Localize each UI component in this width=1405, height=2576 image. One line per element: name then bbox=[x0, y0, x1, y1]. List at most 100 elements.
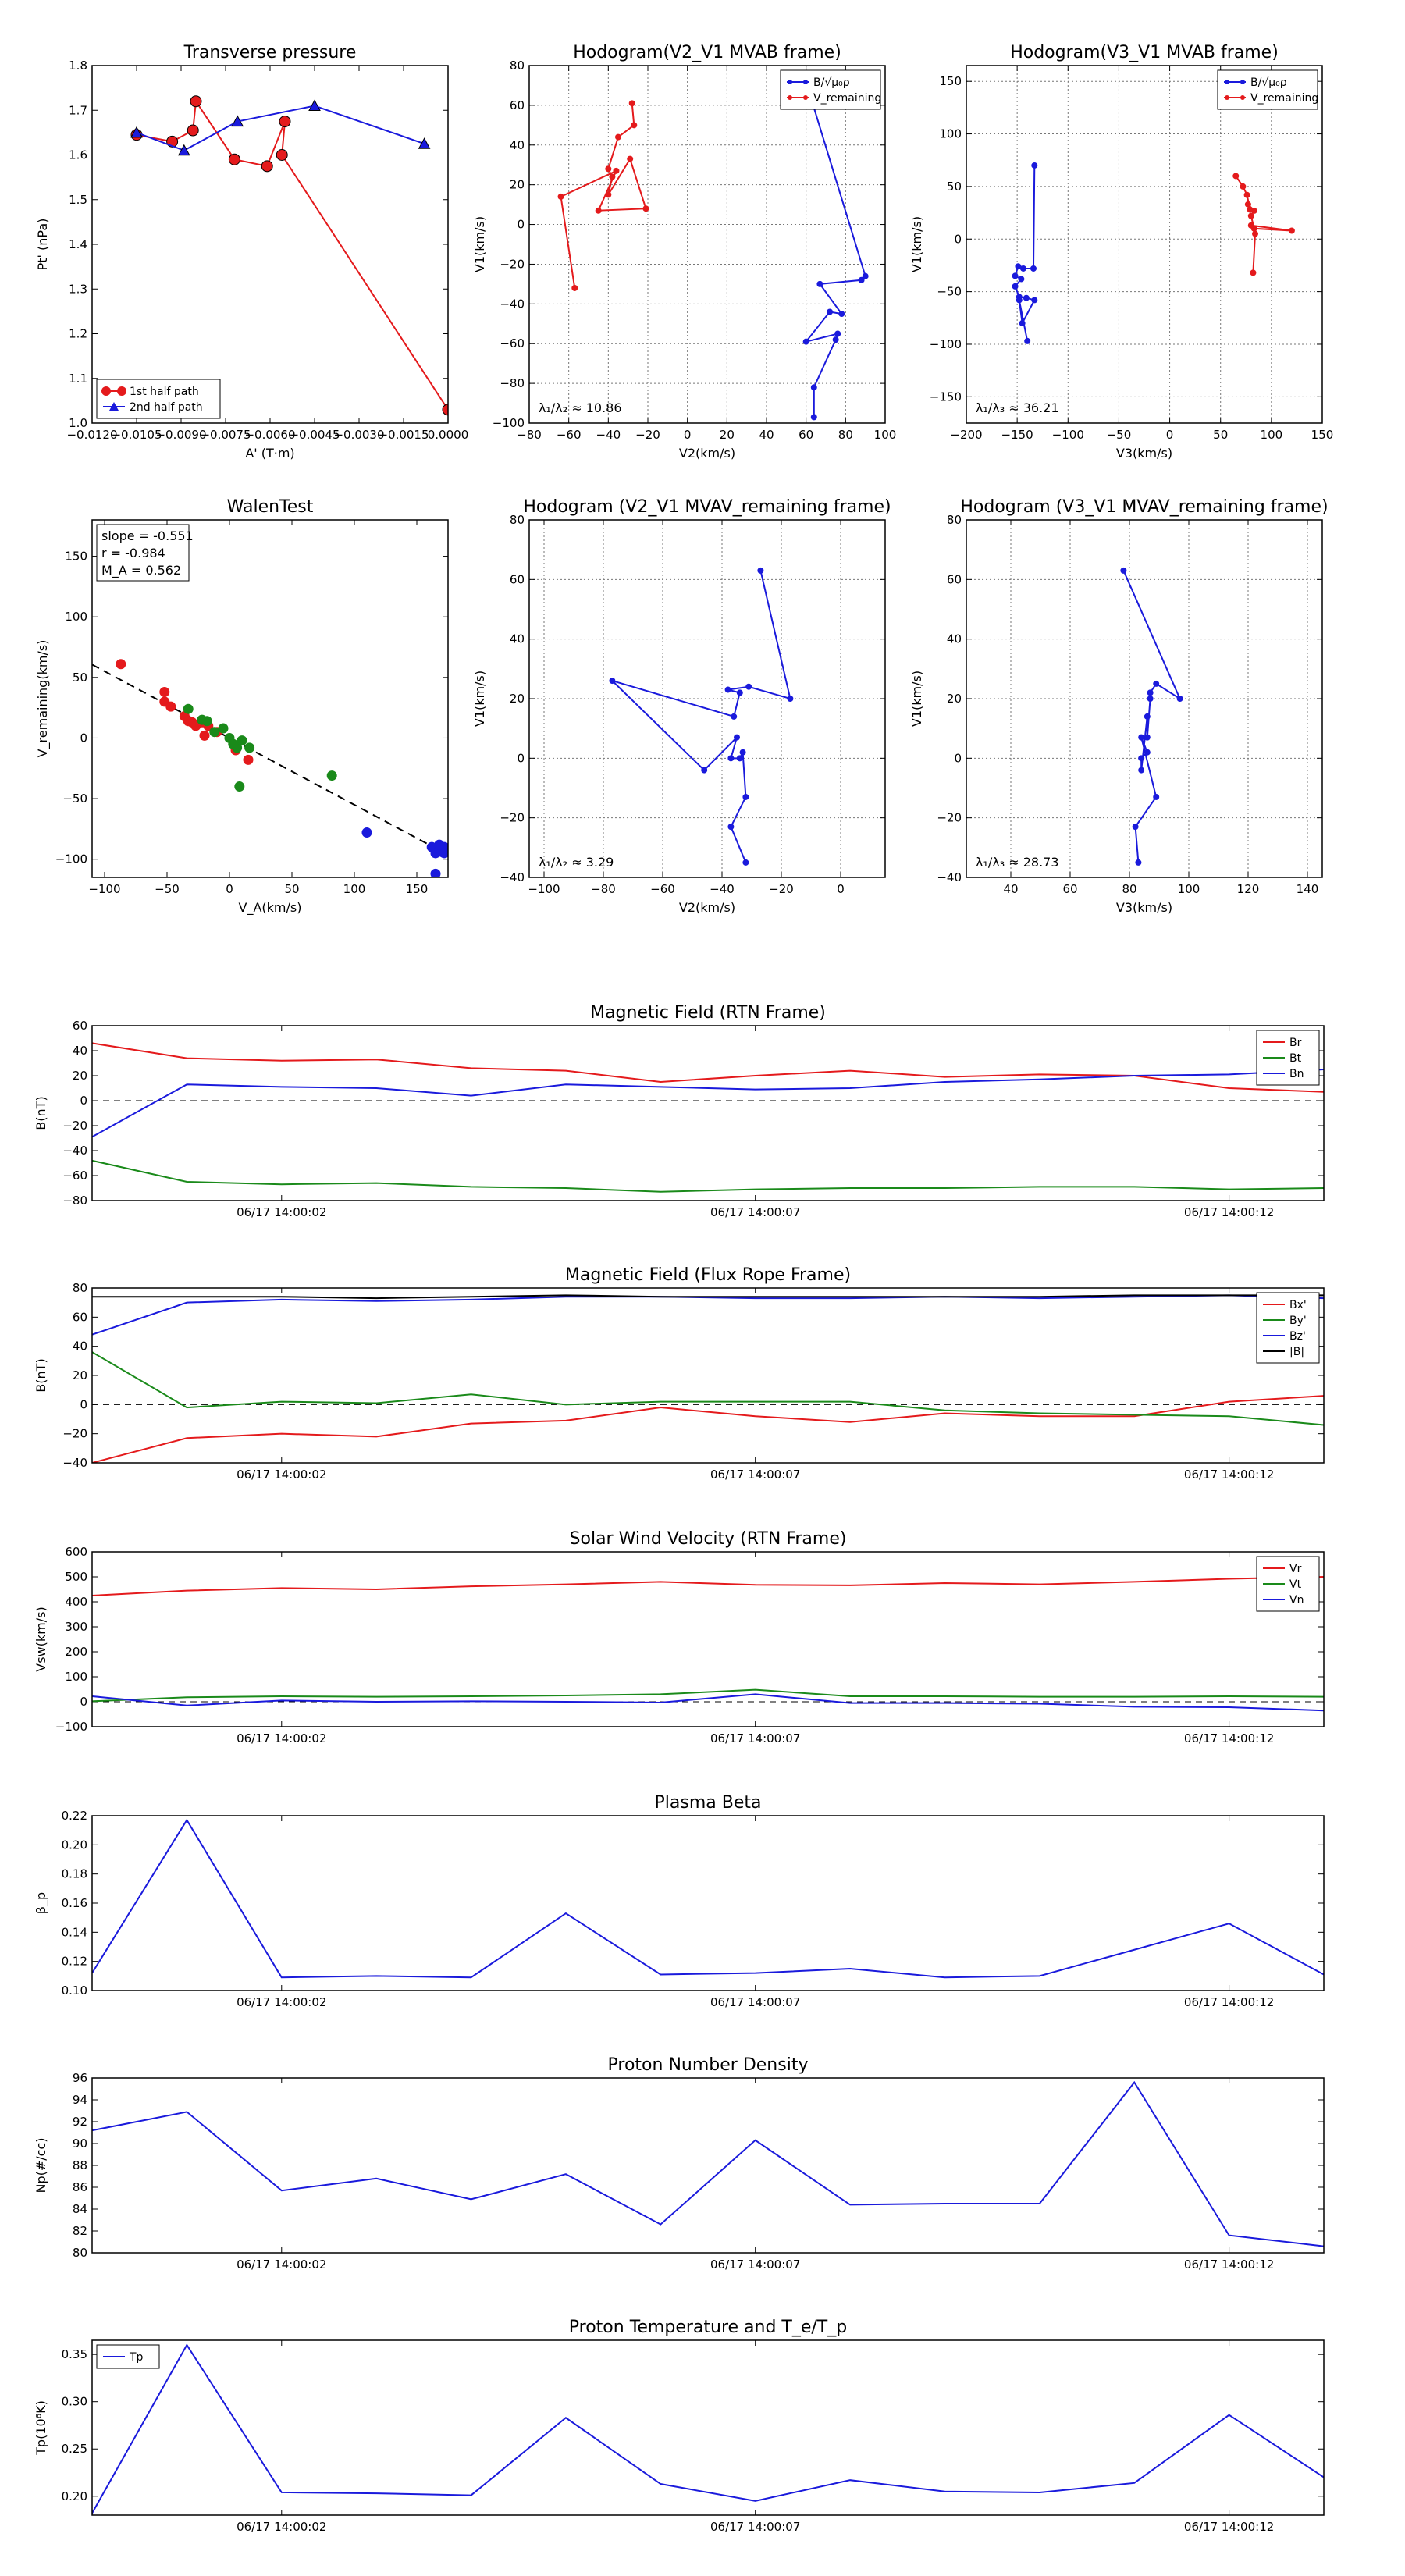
plot-frame bbox=[966, 519, 1323, 878]
data-point bbox=[609, 678, 616, 685]
y-axis-label: Vsw(km/s) bbox=[34, 1606, 48, 1671]
x-tick-label: −40 bbox=[710, 882, 735, 896]
data-point bbox=[243, 754, 254, 765]
series-line-By' bbox=[92, 1351, 1324, 1426]
legend-box bbox=[96, 379, 221, 419]
plot-area bbox=[92, 1818, 1324, 1979]
data-point bbox=[1147, 696, 1154, 702]
data-point bbox=[159, 686, 170, 697]
data-point bbox=[231, 115, 244, 127]
y-tick-label: 0 bbox=[954, 751, 962, 765]
data-point bbox=[731, 713, 738, 720]
legend-label: Bz' bbox=[1289, 1330, 1306, 1343]
series-line-B/√μ₀ρ bbox=[804, 101, 866, 418]
y-tick-label: 100 bbox=[939, 127, 962, 141]
chart-title: Hodogram(V3_V1 MVAB frame) bbox=[1010, 43, 1279, 62]
series-line-Vn bbox=[92, 1693, 1324, 1712]
data-point bbox=[757, 567, 764, 574]
chart-title: Proton Temperature and T_e/T_p bbox=[569, 2318, 847, 2337]
data-point bbox=[1019, 265, 1026, 272]
y-tick-label: 1.0 bbox=[69, 416, 87, 430]
series-line-Br bbox=[92, 1042, 1324, 1093]
legend-label: B/√μ₀ρ bbox=[1250, 76, 1287, 89]
x-tick-label: −0.0060 bbox=[244, 428, 295, 442]
data-point bbox=[787, 696, 794, 702]
stats-text: M_A = 0.562 bbox=[101, 563, 181, 578]
y-tick-label: −80 bbox=[62, 1194, 87, 1208]
legend: 1st half path 2nd half path bbox=[96, 379, 221, 419]
legend-label: Bt bbox=[1289, 1052, 1302, 1065]
y-tick-label: 0 bbox=[80, 1695, 87, 1709]
data-point bbox=[605, 165, 612, 173]
legend-marker bbox=[1240, 95, 1245, 100]
data-point bbox=[1153, 680, 1160, 687]
y-tick-label: 94 bbox=[73, 2093, 87, 2107]
data-point bbox=[838, 311, 845, 318]
x-tick-label: 06/17 14:00:02 bbox=[237, 1995, 326, 2009]
series-line-B bbox=[611, 570, 791, 863]
y-tick-label: 1.4 bbox=[69, 237, 87, 251]
y-tick-label: 50 bbox=[73, 671, 87, 685]
y-tick-label: 400 bbox=[65, 1595, 87, 1609]
y-axis-label: V1(km/s) bbox=[909, 671, 924, 727]
y-tick-label: 0.14 bbox=[62, 1925, 87, 1939]
plot-area bbox=[92, 659, 448, 877]
y-tick-label: 80 bbox=[510, 513, 525, 527]
y-tick-label: −40 bbox=[500, 297, 525, 311]
data-point bbox=[1018, 276, 1025, 283]
legend-marker bbox=[1225, 80, 1229, 84]
data-point bbox=[165, 701, 176, 712]
series-line-Bn bbox=[92, 1069, 1324, 1138]
data-point bbox=[244, 742, 255, 753]
x-tick-label: 06/17 14:00:12 bbox=[1184, 1205, 1274, 1219]
x-tick-label: 100 bbox=[343, 882, 366, 896]
y-tick-label: 0.25 bbox=[62, 2442, 87, 2456]
x-tick-label: −80 bbox=[517, 428, 542, 442]
x-axis-label: V2(km/s) bbox=[679, 900, 735, 915]
legend-label: Vr bbox=[1289, 1563, 1302, 1575]
y-tick-label: −40 bbox=[500, 870, 525, 884]
y-axis-label: B(nT) bbox=[34, 1358, 48, 1392]
y-tick-label: 1.8 bbox=[69, 59, 87, 73]
y-tick-label: 1.2 bbox=[69, 327, 87, 341]
y-tick-label: 1.1 bbox=[69, 372, 87, 386]
series-line-Bz' bbox=[92, 1294, 1324, 1336]
y-tick-label: 60 bbox=[510, 98, 525, 112]
data-point bbox=[1031, 297, 1038, 304]
legend-label: |B| bbox=[1289, 1346, 1304, 1358]
data-point bbox=[1252, 230, 1259, 237]
plot-frame bbox=[91, 1287, 1325, 1464]
y-tick-label: −40 bbox=[62, 1144, 87, 1158]
y-tick-label: −20 bbox=[500, 811, 525, 825]
x-axis-label: V3(km/s) bbox=[1116, 446, 1172, 461]
chart-hodo4: Hodogram (V3_V1 MVAV_remaining frame) 40 6… bbox=[909, 497, 1329, 915]
chart-title: Transverse pressure bbox=[183, 43, 357, 62]
data-point bbox=[199, 730, 210, 741]
y-tick-label: 84 bbox=[73, 2202, 87, 2216]
y-tick-label: 80 bbox=[510, 59, 525, 73]
data-point bbox=[628, 100, 635, 107]
chart-title: WalenTest bbox=[227, 497, 314, 517]
x-tick-label: 50 bbox=[284, 882, 299, 896]
x-tick-label: −0.0030 bbox=[333, 428, 384, 442]
data-point bbox=[701, 767, 708, 774]
x-tick-label: −20 bbox=[635, 428, 660, 442]
x-axis-label: A' (T·m) bbox=[245, 446, 294, 461]
y-tick-label: 40 bbox=[947, 632, 962, 646]
y-tick-label: 0 bbox=[80, 1397, 87, 1411]
y-axis-label: V1(km/s) bbox=[472, 671, 487, 727]
data-point bbox=[557, 193, 564, 200]
x-tick-label: −50 bbox=[1107, 428, 1132, 442]
chart-title: Hodogram (V3_V1 MVAV_remaining frame) bbox=[960, 497, 1328, 517]
x-tick-label: −60 bbox=[557, 428, 582, 442]
x-tick-label: −0.0045 bbox=[289, 428, 340, 442]
x-tick-label: 100 bbox=[1178, 882, 1200, 896]
data-point bbox=[827, 308, 834, 315]
fit-line bbox=[92, 664, 448, 856]
legend-label: V_remaining bbox=[1250, 92, 1318, 105]
y-tick-label: 40 bbox=[73, 1044, 87, 1058]
legend-marker bbox=[101, 386, 111, 396]
y-tick-label: −40 bbox=[62, 1456, 87, 1470]
data-point bbox=[237, 735, 247, 746]
data-point bbox=[187, 124, 199, 137]
